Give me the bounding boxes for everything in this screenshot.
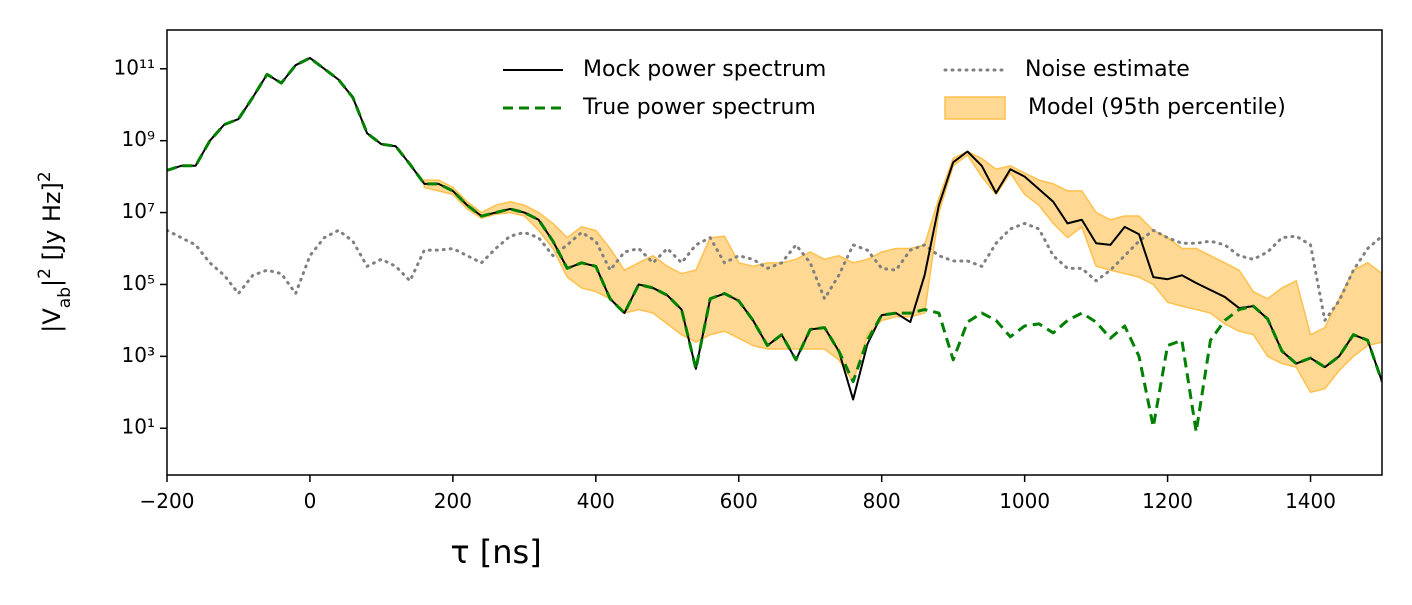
y-axis-label: |Vab|2 [Jy Hz]2 [35,171,75,332]
plot-area [167,56,1382,434]
y-tick-label: 10³ [122,343,155,367]
legend-label: Mock power spectrum [583,57,826,82]
x-tick-label: 800 [863,489,901,513]
x-tick-label: 1400 [1285,489,1336,513]
legend-label: Noise estimate [1025,57,1190,82]
x-tick-label: 1200 [1142,489,1193,513]
x-axis-label: τ [ns] [450,533,541,571]
x-tick-label: 400 [577,489,615,513]
y-axis-label-part: 2 [35,171,55,182]
y-tick-label: 10⁹ [122,127,155,151]
series-line [167,221,1382,322]
y-axis-label-part: 2 [35,268,55,279]
y-axis-label-part: ab [55,287,75,308]
series-line [167,56,1382,434]
model-band [423,150,1382,394]
x-tick-label: 1000 [999,489,1050,513]
y-tick-label: 10¹¹ [114,55,155,79]
x-tick-label: 600 [720,489,758,513]
legend-label: Model (95th percentile) [1028,95,1286,120]
legend-label: True power spectrum [582,95,816,120]
x-tick-label: 0 [304,489,317,513]
y-axis-label-part: | [38,279,66,287]
x-tick-label: −200 [140,489,195,513]
y-tick-label: 10⁷ [122,199,155,223]
x-tick-label: 200 [434,489,472,513]
plot-frame [166,29,1383,476]
y-tick-label: 10⁵ [122,271,155,295]
y-tick-label: 10¹ [122,415,155,439]
y-axis-label-part: |V [38,308,66,333]
legend-swatch [944,96,1006,120]
y-axis-label-part: [Jy Hz] [38,182,66,268]
